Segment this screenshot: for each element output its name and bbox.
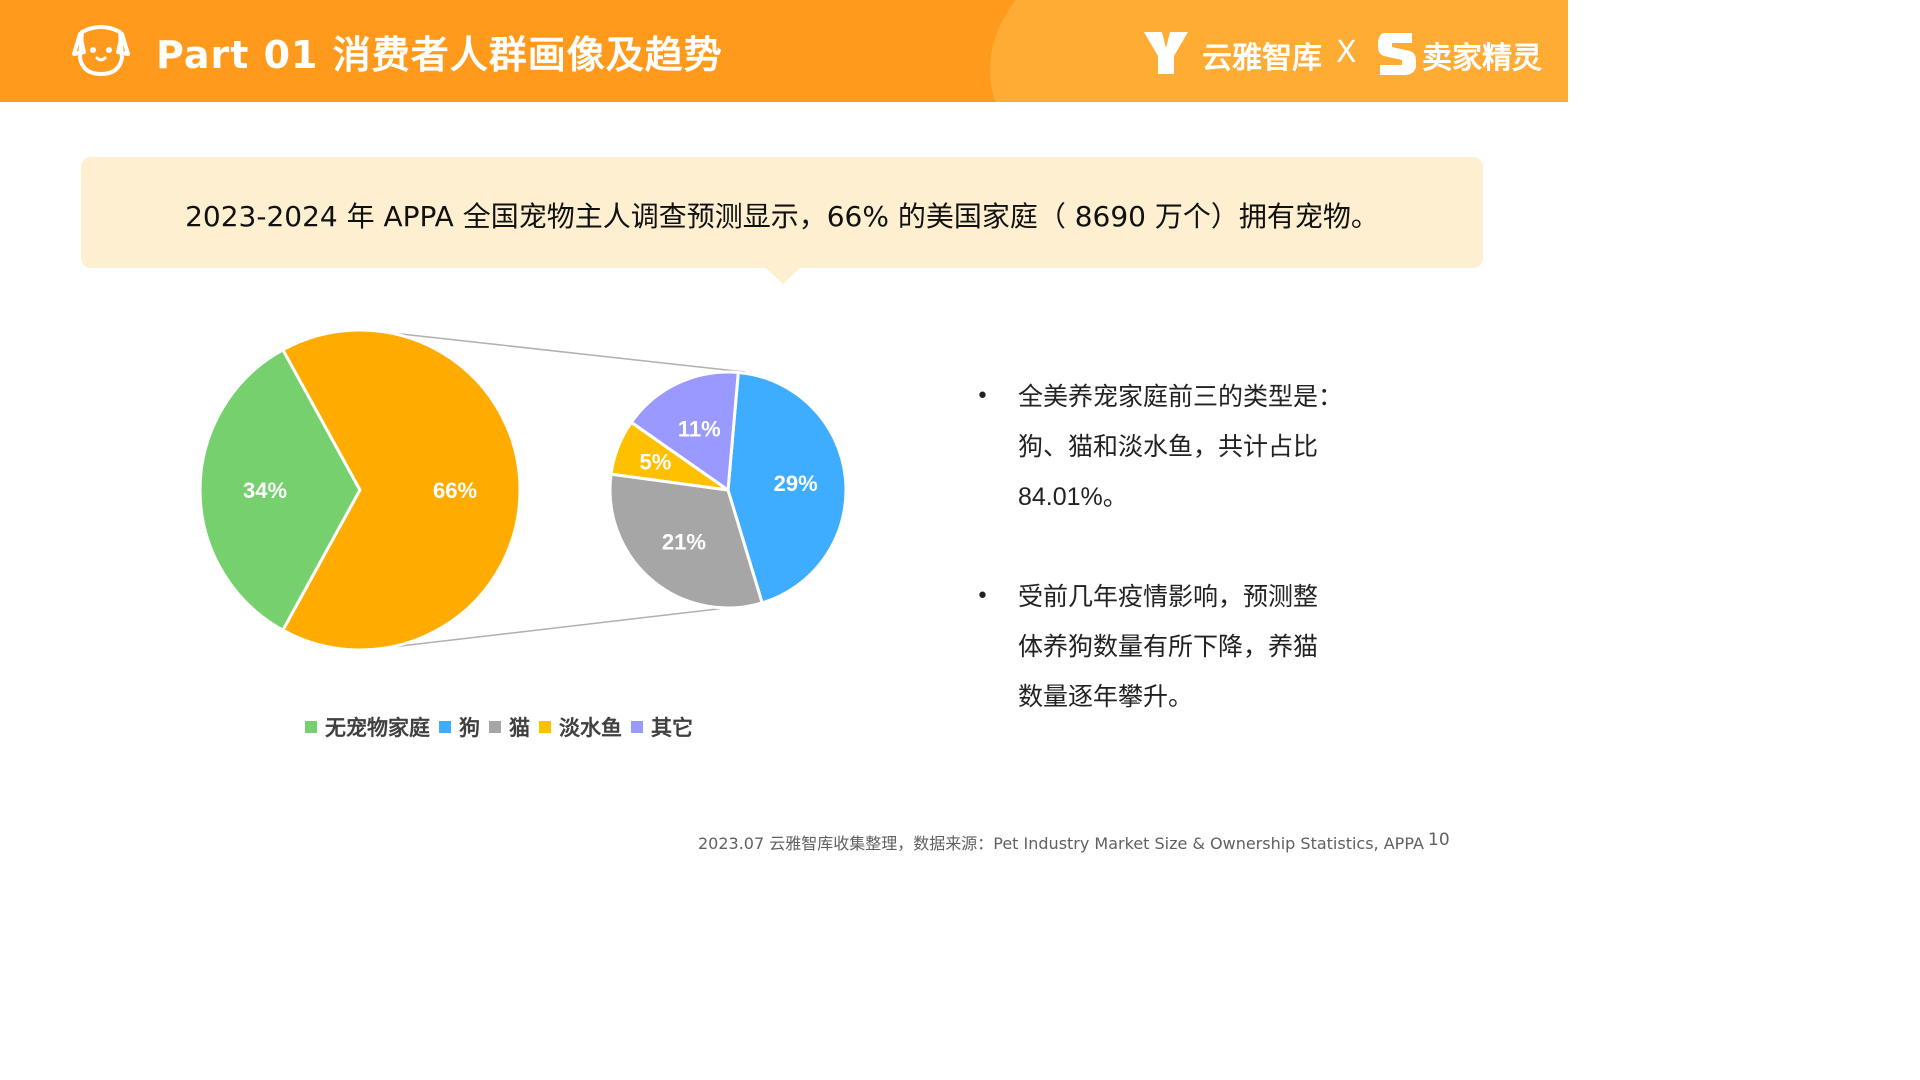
legend-label: 无宠物家庭	[325, 716, 430, 740]
legend-label: 淡水鱼	[559, 716, 622, 740]
legend-swatch	[631, 721, 643, 733]
source-note: 2023.07 云雅智库收集整理，数据来源：Pet Industry Marke…	[698, 834, 1424, 853]
legend-label: 狗	[459, 716, 480, 740]
detail-pie-label-淡水鱼: 5%	[639, 450, 671, 475]
bullet-line: 84.01%。	[1018, 483, 1128, 511]
legend-swatch	[489, 721, 501, 733]
bullet-line: 受前几年疫情影响，预测整	[1018, 582, 1319, 611]
page-title: Part 01 消费者人群画像及趋势	[156, 33, 723, 77]
header-decor-shape	[990, 0, 1568, 102]
bar-of-pie-chart: 34% 66% 29% 21% 5% 11%	[198, 328, 848, 652]
bullet-item: • 全美养宠家庭前三的类型是： 狗、猫和淡水鱼，共计占比 84.01%。	[976, 372, 1396, 522]
connector-line-bottom	[391, 607, 727, 648]
detail-pie-label-狗: 29%	[774, 471, 818, 496]
detail-pie-label-猫: 21%	[662, 530, 706, 555]
detail-pie-slice-猫	[608, 472, 765, 610]
bullet-item: • 受前几年疫情影响，预测整 体养狗数量有所下降，养猫 数量逐年攀升。	[976, 572, 1396, 722]
page-number: 10	[1428, 830, 1450, 850]
detail-pie-label-其它: 11%	[678, 416, 721, 441]
header-bar: Part 01 消费者人群画像及趋势 云雅智库 X 卖家精灵	[0, 0, 1568, 102]
main-pie-label-拥有宠物家庭: 66%	[433, 478, 477, 503]
bullet-dot: •	[976, 584, 989, 609]
bullet-dot: •	[976, 384, 989, 409]
bullet-line: 体养狗数量有所下降，养猫	[1018, 632, 1319, 661]
connector-line-top	[391, 332, 746, 373]
main-pie-slice-拥有宠物家庭	[280, 328, 522, 652]
detail-pie-slice-其它	[629, 370, 740, 493]
seller-sprite-logo-icon	[1378, 33, 1416, 75]
legend-label: 其它	[651, 716, 693, 740]
brand-seller-sprite: 卖家精灵	[1422, 41, 1542, 76]
legend-swatch	[539, 721, 551, 733]
dog-face-icon	[72, 25, 130, 76]
legend-item: 淡水鱼	[539, 712, 622, 742]
legend-item: 猫	[489, 712, 530, 742]
chart-legend: 无宠物家庭 狗 猫 淡水鱼 其它	[305, 712, 702, 742]
summary-callout: 2023-2024 年 APPA 全国宠物主人调查预测显示，66% 的美国家庭（…	[81, 157, 1483, 268]
main-pie-label-无宠物家庭: 34%	[243, 478, 287, 503]
callout-pointer	[764, 266, 802, 284]
summary-text: 2023-2024 年 APPA 全国宠物主人调查预测显示，66% 的美国家庭（…	[185, 200, 1379, 233]
detail-pie-slice-狗	[726, 370, 848, 605]
legend-swatch	[439, 721, 451, 733]
legend-swatch	[305, 721, 317, 733]
legend-item: 狗	[439, 712, 480, 742]
brand-yunya: 云雅智库	[1202, 41, 1322, 76]
legend-item: 其它	[631, 712, 693, 742]
bullet-line: 全美养宠家庭前三的类型是：	[1018, 382, 1344, 411]
legend-label: 猫	[509, 716, 530, 740]
bullet-line: 狗、猫和淡水鱼，共计占比	[1018, 432, 1319, 461]
yunya-logo-icon	[1144, 32, 1188, 74]
bullet-list: • 全美养宠家庭前三的类型是： 狗、猫和淡水鱼，共计占比 84.01%。 • 受…	[976, 372, 1396, 722]
legend-item: 无宠物家庭	[305, 712, 430, 742]
bullet-line: 数量逐年攀升。	[1018, 682, 1194, 711]
brand-separator: X	[1336, 35, 1357, 70]
